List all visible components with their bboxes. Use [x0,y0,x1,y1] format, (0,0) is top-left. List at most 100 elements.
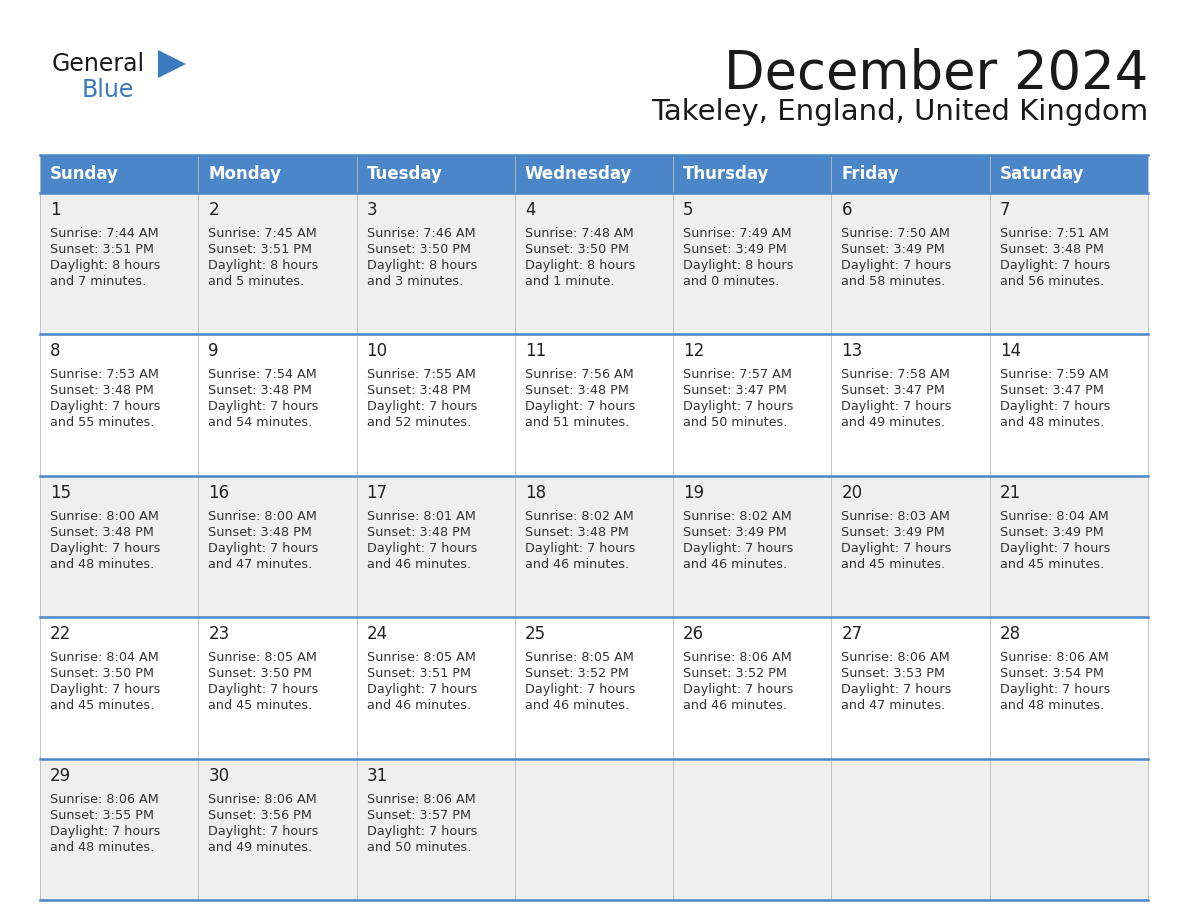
Text: Sunset: 3:50 PM: Sunset: 3:50 PM [50,667,154,680]
Bar [832,758,990,900]
Text: Daylight: 8 hours: Daylight: 8 hours [683,259,794,272]
Text: Daylight: 8 hours: Daylight: 8 hours [525,259,636,272]
Text: 20: 20 [841,484,862,502]
Text: Sunrise: 8:00 AM: Sunrise: 8:00 AM [50,509,159,522]
Text: Daylight: 7 hours: Daylight: 7 hours [208,400,318,413]
Text: 9: 9 [208,342,219,361]
Bar [514,193,674,334]
Text: Daylight: 7 hours: Daylight: 7 hours [1000,400,1110,413]
Bar [674,476,832,617]
Text: 13: 13 [841,342,862,361]
Text: Sunset: 3:47 PM: Sunset: 3:47 PM [683,385,786,397]
Bar [832,476,990,617]
Text: Sunset: 3:48 PM: Sunset: 3:48 PM [208,526,312,539]
Text: Sunrise: 8:02 AM: Sunrise: 8:02 AM [683,509,792,522]
Text: 4: 4 [525,201,536,219]
Bar [674,193,832,334]
Text: Sunset: 3:48 PM: Sunset: 3:48 PM [525,385,628,397]
Text: Wednesday: Wednesday [525,165,632,183]
Text: Sunset: 3:51 PM: Sunset: 3:51 PM [367,667,470,680]
Text: and 45 minutes.: and 45 minutes. [208,700,312,712]
Bar [832,155,990,193]
Bar [356,155,514,193]
Text: and 3 minutes.: and 3 minutes. [367,275,463,288]
Text: Sunset: 3:48 PM: Sunset: 3:48 PM [525,526,628,539]
Bar [990,617,1148,758]
Text: 19: 19 [683,484,704,502]
Bar [40,476,198,617]
Text: Daylight: 7 hours: Daylight: 7 hours [683,542,794,554]
Bar [40,334,198,476]
Text: Daylight: 7 hours: Daylight: 7 hours [841,259,952,272]
Text: Sunset: 3:49 PM: Sunset: 3:49 PM [1000,526,1104,539]
Text: Sunrise: 8:06 AM: Sunrise: 8:06 AM [1000,651,1108,665]
Text: Sunrise: 8:00 AM: Sunrise: 8:00 AM [208,509,317,522]
Text: Daylight: 7 hours: Daylight: 7 hours [367,400,476,413]
Polygon shape [158,50,187,78]
Text: 3: 3 [367,201,378,219]
Text: and 46 minutes.: and 46 minutes. [525,558,628,571]
Text: Daylight: 8 hours: Daylight: 8 hours [208,259,318,272]
Text: Sunset: 3:48 PM: Sunset: 3:48 PM [208,385,312,397]
Text: General: General [52,52,145,76]
Text: Daylight: 7 hours: Daylight: 7 hours [683,400,794,413]
Text: and 45 minutes.: and 45 minutes. [50,700,154,712]
Text: 30: 30 [208,767,229,785]
Text: Sunrise: 8:03 AM: Sunrise: 8:03 AM [841,509,950,522]
Text: and 1 minute.: and 1 minute. [525,275,614,288]
Text: Daylight: 8 hours: Daylight: 8 hours [367,259,476,272]
Bar [356,758,514,900]
Text: 6: 6 [841,201,852,219]
Text: and 58 minutes.: and 58 minutes. [841,275,946,288]
Text: Saturday: Saturday [1000,165,1085,183]
Text: and 46 minutes.: and 46 minutes. [683,700,788,712]
Text: Daylight: 7 hours: Daylight: 7 hours [50,542,160,554]
Bar [514,476,674,617]
Text: Sunrise: 7:53 AM: Sunrise: 7:53 AM [50,368,159,381]
Text: Sunset: 3:53 PM: Sunset: 3:53 PM [841,667,946,680]
Text: Sunset: 3:50 PM: Sunset: 3:50 PM [208,667,312,680]
Text: Sunrise: 7:54 AM: Sunrise: 7:54 AM [208,368,317,381]
Bar [674,617,832,758]
Text: Sunrise: 7:50 AM: Sunrise: 7:50 AM [841,227,950,240]
Text: Sunset: 3:48 PM: Sunset: 3:48 PM [367,526,470,539]
Text: 31: 31 [367,767,387,785]
Text: Sunset: 3:51 PM: Sunset: 3:51 PM [208,243,312,256]
Bar [990,476,1148,617]
Text: and 45 minutes.: and 45 minutes. [841,558,946,571]
Bar [990,334,1148,476]
Bar [356,193,514,334]
Text: and 51 minutes.: and 51 minutes. [525,417,630,430]
Text: and 48 minutes.: and 48 minutes. [1000,700,1104,712]
Text: Sunset: 3:49 PM: Sunset: 3:49 PM [683,526,786,539]
Text: Daylight: 8 hours: Daylight: 8 hours [50,259,160,272]
Text: Daylight: 7 hours: Daylight: 7 hours [208,542,318,554]
Bar [198,758,356,900]
Bar [356,334,514,476]
Text: and 56 minutes.: and 56 minutes. [1000,275,1104,288]
Text: Daylight: 7 hours: Daylight: 7 hours [367,542,476,554]
Text: 29: 29 [50,767,71,785]
Text: and 55 minutes.: and 55 minutes. [50,417,154,430]
Bar [990,155,1148,193]
Text: Sunset: 3:52 PM: Sunset: 3:52 PM [683,667,786,680]
Text: Daylight: 7 hours: Daylight: 7 hours [367,824,476,837]
Text: Sunrise: 8:04 AM: Sunrise: 8:04 AM [1000,509,1108,522]
Text: Sunset: 3:50 PM: Sunset: 3:50 PM [367,243,470,256]
Bar [832,334,990,476]
Text: and 5 minutes.: and 5 minutes. [208,275,304,288]
Bar [198,334,356,476]
Text: and 46 minutes.: and 46 minutes. [525,700,628,712]
Text: Blue: Blue [82,78,134,102]
Bar [832,617,990,758]
Text: and 46 minutes.: and 46 minutes. [367,558,470,571]
Text: and 48 minutes.: and 48 minutes. [50,841,154,854]
Text: Sunrise: 8:05 AM: Sunrise: 8:05 AM [208,651,317,665]
Bar [198,193,356,334]
Text: Takeley, England, United Kingdom: Takeley, England, United Kingdom [651,98,1148,126]
Text: and 46 minutes.: and 46 minutes. [683,558,788,571]
Text: Daylight: 7 hours: Daylight: 7 hours [208,824,318,837]
Text: Sunrise: 7:55 AM: Sunrise: 7:55 AM [367,368,475,381]
Text: Daylight: 7 hours: Daylight: 7 hours [1000,259,1110,272]
Text: Daylight: 7 hours: Daylight: 7 hours [50,683,160,696]
